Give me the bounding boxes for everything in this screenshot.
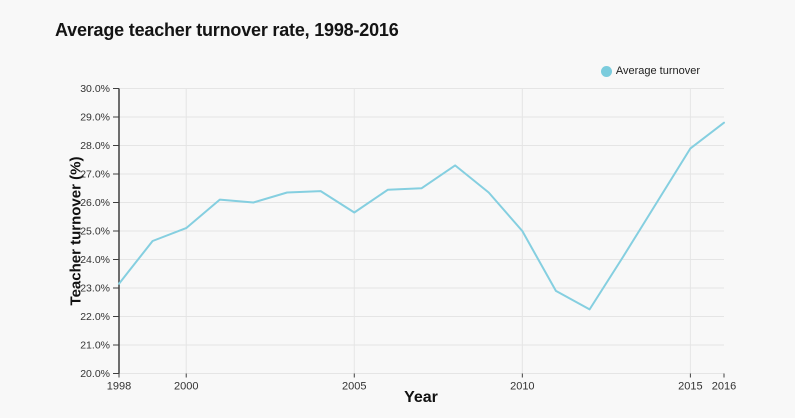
- y-tick-label: 27.0%: [80, 169, 110, 181]
- x-tick-label: 2015: [678, 381, 702, 393]
- y-tick-label: 26.0%: [80, 197, 110, 209]
- y-tick-label: 23.0%: [80, 283, 110, 295]
- y-tick-label: 28.0%: [80, 140, 110, 152]
- y-tick-label: 21.0%: [80, 340, 110, 352]
- legend-label: Average turnover: [615, 65, 700, 77]
- x-tick-label: 2005: [342, 381, 366, 393]
- y-tick-label: 24.0%: [80, 254, 110, 266]
- y-tick-label: 20.0%: [80, 368, 110, 380]
- chart-title: Average teacher turnover rate, 1998-2016: [55, 20, 399, 40]
- x-tick-label: 2010: [510, 381, 534, 393]
- series-line-average-turnover: [118, 121, 725, 311]
- y-tick-label: 29.0%: [80, 112, 110, 124]
- x-tick-label: 2016: [712, 381, 736, 393]
- legend-dot-icon: [600, 65, 612, 77]
- x-axis-title: Year: [404, 389, 438, 406]
- legend: Average turnover: [600, 65, 700, 77]
- y-tick-label: 30.0%: [80, 83, 110, 95]
- y-tick-label: 22.0%: [80, 311, 110, 323]
- x-tick-label: 2000: [174, 381, 198, 393]
- y-tick-label: 25.0%: [80, 226, 110, 238]
- x-tick-label: 1998: [107, 381, 131, 393]
